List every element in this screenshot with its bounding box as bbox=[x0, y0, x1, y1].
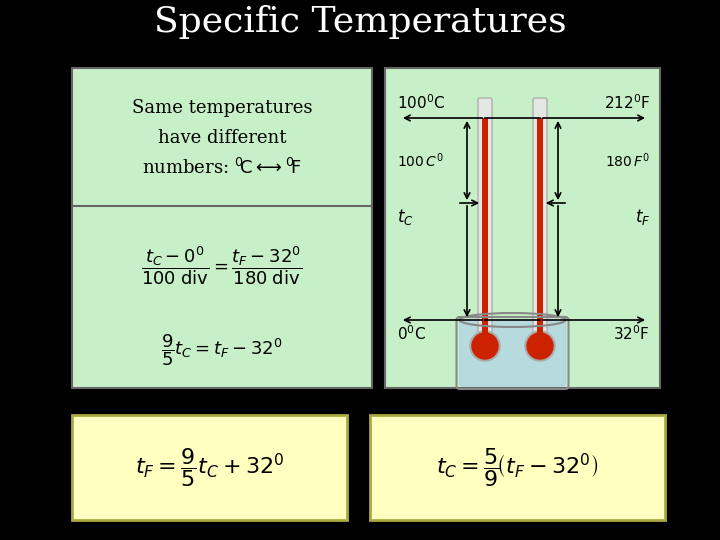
Text: have different: have different bbox=[158, 129, 287, 147]
FancyBboxPatch shape bbox=[478, 98, 492, 335]
Text: $100^0\mathrm{C}$: $100^0\mathrm{C}$ bbox=[397, 93, 445, 112]
Text: $\dfrac{9}{5}t_C = t_F - 32^0$: $\dfrac{9}{5}t_C = t_F - 32^0$ bbox=[161, 333, 283, 368]
Text: $0^0\mathrm{C}$: $0^0\mathrm{C}$ bbox=[397, 324, 426, 343]
Circle shape bbox=[527, 333, 553, 359]
FancyBboxPatch shape bbox=[533, 98, 547, 335]
Text: $t_F = \dfrac{9}{5}t_C + 32^0$: $t_F = \dfrac{9}{5}t_C + 32^0$ bbox=[135, 446, 284, 489]
FancyBboxPatch shape bbox=[482, 118, 488, 333]
Text: $t_C$: $t_C$ bbox=[397, 207, 413, 227]
Text: $t_F$: $t_F$ bbox=[634, 207, 650, 227]
Circle shape bbox=[470, 331, 500, 361]
Text: $180\,F^0$: $180\,F^0$ bbox=[605, 151, 650, 170]
Text: $32^0\mathrm{F}$: $32^0\mathrm{F}$ bbox=[613, 324, 650, 343]
Text: Specific Temperatures: Specific Temperatures bbox=[153, 5, 567, 39]
FancyBboxPatch shape bbox=[459, 320, 565, 386]
Text: $212^0\mathrm{F}$: $212^0\mathrm{F}$ bbox=[603, 93, 650, 112]
Circle shape bbox=[472, 333, 498, 359]
Circle shape bbox=[525, 331, 555, 361]
Text: $t_C = \dfrac{5}{9}\!\left(t_F - 32^0\right)$: $t_C = \dfrac{5}{9}\!\left(t_F - 32^0\ri… bbox=[436, 446, 598, 489]
FancyBboxPatch shape bbox=[537, 118, 543, 333]
Text: Same temperatures: Same temperatures bbox=[132, 99, 312, 117]
FancyBboxPatch shape bbox=[385, 68, 660, 388]
Text: $\dfrac{t_C - 0^0}{100\;\mathrm{div}} = \dfrac{t_F - 32^0}{180\;\mathrm{div}}$: $\dfrac{t_C - 0^0}{100\;\mathrm{div}} = … bbox=[141, 244, 302, 287]
FancyBboxPatch shape bbox=[370, 415, 665, 520]
Text: numbers: ${}^0\!\mathrm{C}\longleftrightarrow {}^0\!\mathrm{F}$: numbers: ${}^0\!\mathrm{C}\longleftright… bbox=[142, 158, 302, 178]
Text: $100\,C^0$: $100\,C^0$ bbox=[397, 151, 444, 170]
FancyBboxPatch shape bbox=[72, 415, 347, 520]
FancyBboxPatch shape bbox=[72, 68, 372, 388]
